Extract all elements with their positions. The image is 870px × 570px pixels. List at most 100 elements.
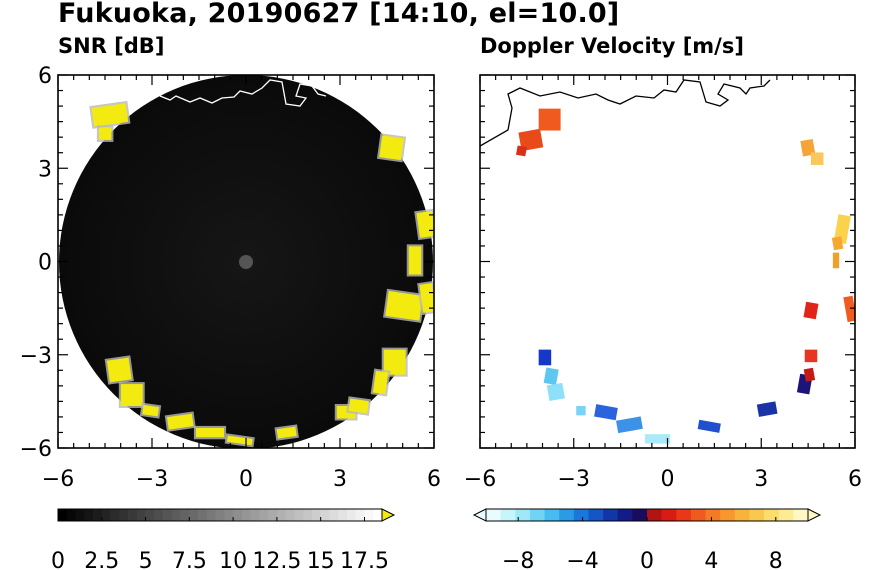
x-tick-label: 0: [661, 467, 675, 492]
doppler-colorbar-cell: [676, 509, 692, 521]
snr-colorbar-cell: [233, 509, 243, 521]
snr-colorbar-cell: [241, 509, 251, 521]
snr-colorbar-label: 17.5: [340, 549, 389, 570]
snr-echo-cell: [379, 135, 404, 161]
doppler-echo-cell: [546, 382, 565, 401]
snr-colorbar-cell: [66, 509, 76, 521]
doppler-axis-ticks: [479, 74, 856, 449]
snr-colorbar-cell: [303, 509, 313, 521]
doppler-colorbar-cell: [734, 509, 750, 521]
snr-axis-ticks: [57, 74, 435, 449]
snr-colorbar-cell: [346, 509, 357, 521]
y-tick-label: 6: [38, 64, 52, 89]
x-tick-label: 3: [333, 467, 347, 492]
doppler-colorbar-cell: [690, 509, 706, 521]
y-tick-label: −6: [20, 437, 52, 462]
snr-colorbar-cell: [285, 509, 295, 521]
doppler-echo-cell: [697, 419, 721, 433]
doppler-plot-area: [480, 75, 855, 448]
snr-echo-cell: [195, 427, 225, 438]
doppler-echo-cell: [516, 145, 527, 157]
doppler-colorbar-cell: [778, 509, 794, 521]
snr-colorbar-cell: [259, 509, 269, 521]
snr-colorbar-label: 15: [307, 549, 335, 570]
snr-colorbar-cell: [136, 509, 146, 521]
doppler-colorbar-cell: [603, 509, 619, 521]
doppler-colorbar-cell: [764, 509, 780, 521]
snr-echo-cell: [98, 127, 112, 140]
doppler-colorbar-cell: [544, 509, 560, 521]
snr-colorbar-cell: [180, 509, 190, 521]
doppler-coastline: [480, 79, 771, 147]
doppler-colorbar-cell: [529, 509, 545, 521]
snr-echo-cell: [419, 283, 434, 313]
snr-colorbar-cell: [250, 509, 260, 521]
doppler-echo-cell: [832, 252, 840, 269]
x-tick-label: −3: [558, 467, 590, 492]
doppler-colorbar-label: −8: [502, 549, 534, 570]
doppler-echo-cell: [538, 349, 552, 366]
doppler-colorbar-cell: [661, 509, 677, 521]
snr-y-tick-labels: 6 3 0 −3 −6: [20, 64, 52, 462]
doppler-echo-cell: [576, 405, 586, 416]
doppler-colorbar-label: 8: [769, 549, 783, 570]
snr-x-tick-labels: −6 −3 0 3 6: [42, 467, 441, 492]
snr-colorbar-cell: [268, 509, 278, 521]
doppler-echo-cell: [538, 108, 561, 131]
snr-colorbar-cell: [163, 509, 173, 521]
doppler-colorbar: [472, 508, 822, 522]
snr-colorbar-cell: [373, 509, 383, 521]
snr-echo-cell: [276, 426, 297, 439]
doppler-colorbar-cell: [647, 509, 662, 521]
x-tick-label: −6: [42, 467, 74, 492]
x-tick-label: −3: [136, 467, 168, 492]
snr-colorbar-label: 2.5: [84, 549, 119, 570]
snr-coastline: [159, 79, 327, 107]
snr-colorbar-label: 7.5: [172, 549, 207, 570]
snr-colorbar-label: 0: [51, 549, 65, 570]
snr-colorbar-cell: [276, 509, 286, 521]
snr-colorbar-extend-arrow: [381, 508, 396, 522]
snr-colorbar-cell: [329, 509, 339, 521]
snr-panel: −6 −3 0 3 6 6 3 0 −3 −6: [20, 64, 441, 492]
snr-colorbar-cell: [355, 509, 365, 521]
snr-colorbar-cell: [84, 509, 94, 521]
doppler-echo-cell: [803, 367, 816, 382]
doppler-panel: −6 −3 0 3 6: [464, 74, 862, 492]
doppler-echo-cell: [804, 349, 818, 363]
doppler-colorbar-cell: [573, 509, 589, 521]
snr-colorbar-cell: [154, 509, 164, 521]
x-tick-label: 3: [754, 467, 768, 492]
snr-echo-cell: [372, 370, 389, 395]
snr-colorbar-labels: 0 2.5 5 7.5 10 12.5 15 17.5: [51, 517, 389, 570]
doppler-colorbar-cell: [793, 509, 809, 521]
snr-colorbar-cell: [198, 509, 208, 521]
doppler-echo-cell: [616, 416, 643, 434]
snr-colorbar-cell: [189, 509, 199, 521]
doppler-colorbar-cell: [500, 509, 516, 521]
y-tick-label: 0: [38, 251, 52, 276]
doppler-colorbar-cell: [632, 509, 648, 521]
x-tick-label: 6: [427, 467, 441, 492]
snr-echo-cell: [120, 384, 143, 406]
doppler-echo-cell: [810, 152, 824, 165]
x-tick-label: 6: [848, 467, 862, 492]
snr-colorbar-cell: [364, 509, 374, 521]
doppler-colorbar-cell: [720, 509, 736, 521]
snr-colorbar-cell: [128, 509, 138, 521]
snr-echo-cell: [91, 103, 129, 127]
doppler-panel-title: Doppler Velocity [m/s]: [480, 34, 744, 58]
doppler-echo-cell: [594, 404, 618, 421]
snr-colorbar-cell: [338, 509, 348, 521]
doppler-echo-cell: [833, 214, 851, 245]
doppler-echo-cell: [756, 401, 778, 417]
snr-echo-cell: [106, 357, 132, 383]
doppler-colorbar-cell: [588, 509, 604, 521]
snr-colorbar-cell: [206, 509, 216, 521]
doppler-colorbar-max-arrow: [807, 508, 822, 522]
doppler-echo-cell: [831, 236, 844, 251]
snr-colorbar-cell: [224, 509, 234, 521]
snr-echo-cell: [385, 291, 423, 321]
doppler-colorbar-cell: [617, 509, 633, 521]
